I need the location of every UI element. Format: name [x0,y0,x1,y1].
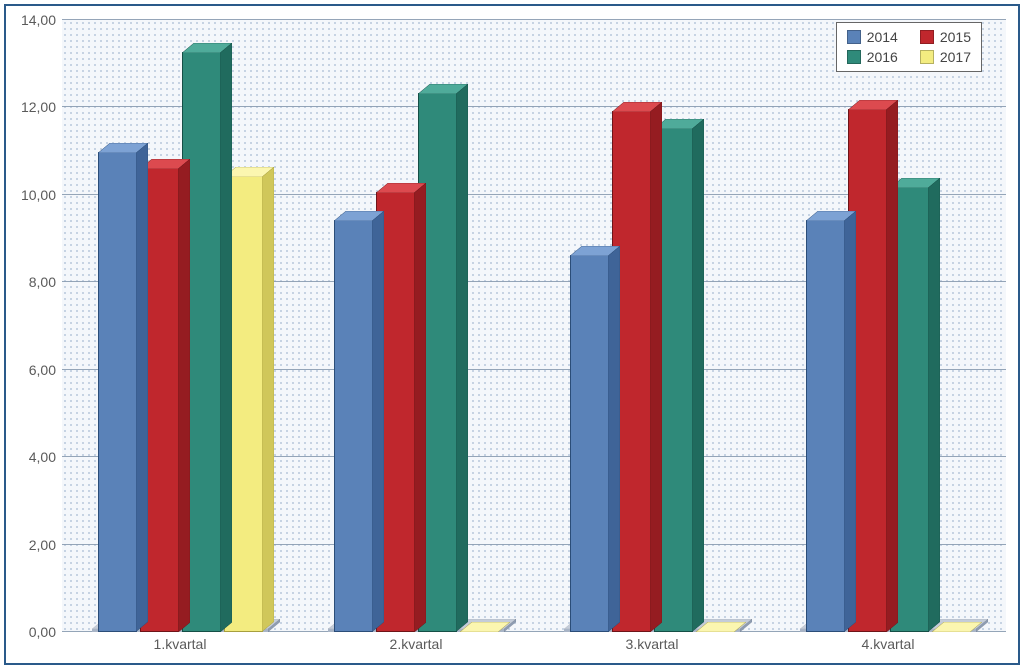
legend-label: 2015 [940,29,971,45]
y-tick-label: 4,00 [29,449,62,465]
y-tick-label: 6,00 [29,362,62,378]
bar-2014 [570,256,608,632]
chart-frame: 0,00 2,00 4,00 6,00 8,00 10,00 12,00 14,00 1.kva… [4,4,1020,665]
y-tick-label: 0,00 [29,624,62,640]
y-tick-label: 8,00 [29,274,62,290]
legend-label: 2016 [867,49,898,65]
legend-swatch [920,30,934,44]
y-tick-label: 2,00 [29,537,62,553]
legend-item-2016: 2016 [847,49,898,65]
y-tick-label: 10,00 [21,187,62,203]
bar-2014 [98,153,136,632]
y-tick-label: 14,00 [21,12,62,28]
x-tick-label: 2.kvartal [390,632,443,652]
bars-layer [62,20,1006,632]
legend-label: 2014 [867,29,898,45]
x-tick-label: 4.kvartal [862,632,915,652]
legend-item-2014: 2014 [847,29,898,45]
legend: 2014 2015 2016 2017 [836,22,982,72]
legend-label: 2017 [940,49,971,65]
plot-area: 0,002,004,006,008,0010,0012,0014,001.kva… [62,20,1006,632]
x-tick-label: 3.kvartal [626,632,679,652]
y-tick-label: 12,00 [21,99,62,115]
legend-item-2017: 2017 [920,49,971,65]
bar-2014 [334,221,372,632]
legend-swatch [847,50,861,64]
legend-item-2015: 2015 [920,29,971,45]
bar-2014 [806,221,844,632]
legend-swatch [920,50,934,64]
legend-swatch [847,30,861,44]
x-tick-label: 1.kvartal [154,632,207,652]
